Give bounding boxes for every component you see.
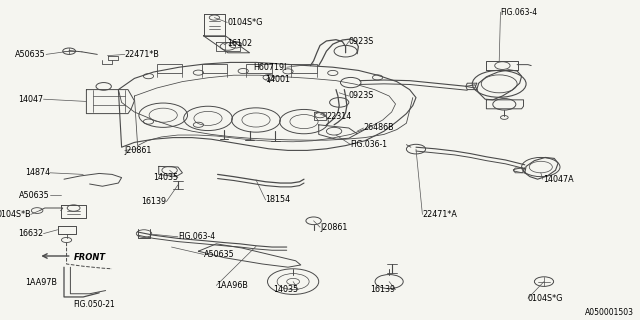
Text: FIG.063-4: FIG.063-4 [178,232,215,241]
Text: A50635: A50635 [204,250,234,259]
Text: 18154: 18154 [266,196,291,204]
Text: A50635: A50635 [15,50,46,59]
Text: A050001503: A050001503 [584,308,634,317]
Text: 0923S: 0923S [349,92,374,100]
Text: 14035: 14035 [273,285,298,294]
Text: 16139: 16139 [371,285,396,294]
Text: 0104S*G: 0104S*G [227,18,262,27]
Text: 0104S*B: 0104S*B [0,210,31,219]
Text: 22471*B: 22471*B [125,50,159,59]
Text: 16632: 16632 [19,229,44,238]
Text: 1AA97B: 1AA97B [26,278,58,287]
Text: 16139: 16139 [141,197,166,206]
Text: FIG.050-21: FIG.050-21 [74,300,115,309]
Text: 14047A: 14047A [543,175,573,184]
Text: 0923S: 0923S [349,37,374,46]
Text: FIG.063-4: FIG.063-4 [500,8,538,17]
Text: FRONT: FRONT [74,253,106,262]
Text: FIG.036-1: FIG.036-1 [351,140,388,149]
Bar [202,64,227,73]
Text: 0104S*G: 0104S*G [528,294,563,303]
Text: 1AA96B: 1AA96B [216,281,248,290]
Text: J20861: J20861 [125,146,152,155]
Text: 26486B: 26486B [364,124,394,132]
Text: 22314: 22314 [326,112,351,121]
Bar [157,64,182,73]
Bar [291,64,317,73]
Bar [246,64,272,73]
Text: H60719I: H60719I [253,63,287,72]
Text: J20861: J20861 [320,223,348,232]
Text: 16102: 16102 [227,39,252,48]
Text: 22471*A: 22471*A [422,210,457,219]
Text: 14035: 14035 [153,173,178,182]
Text: A50635: A50635 [19,191,50,200]
Text: 14047: 14047 [19,95,44,104]
Text: 14874: 14874 [25,168,50,177]
Text: 14001: 14001 [266,76,291,84]
